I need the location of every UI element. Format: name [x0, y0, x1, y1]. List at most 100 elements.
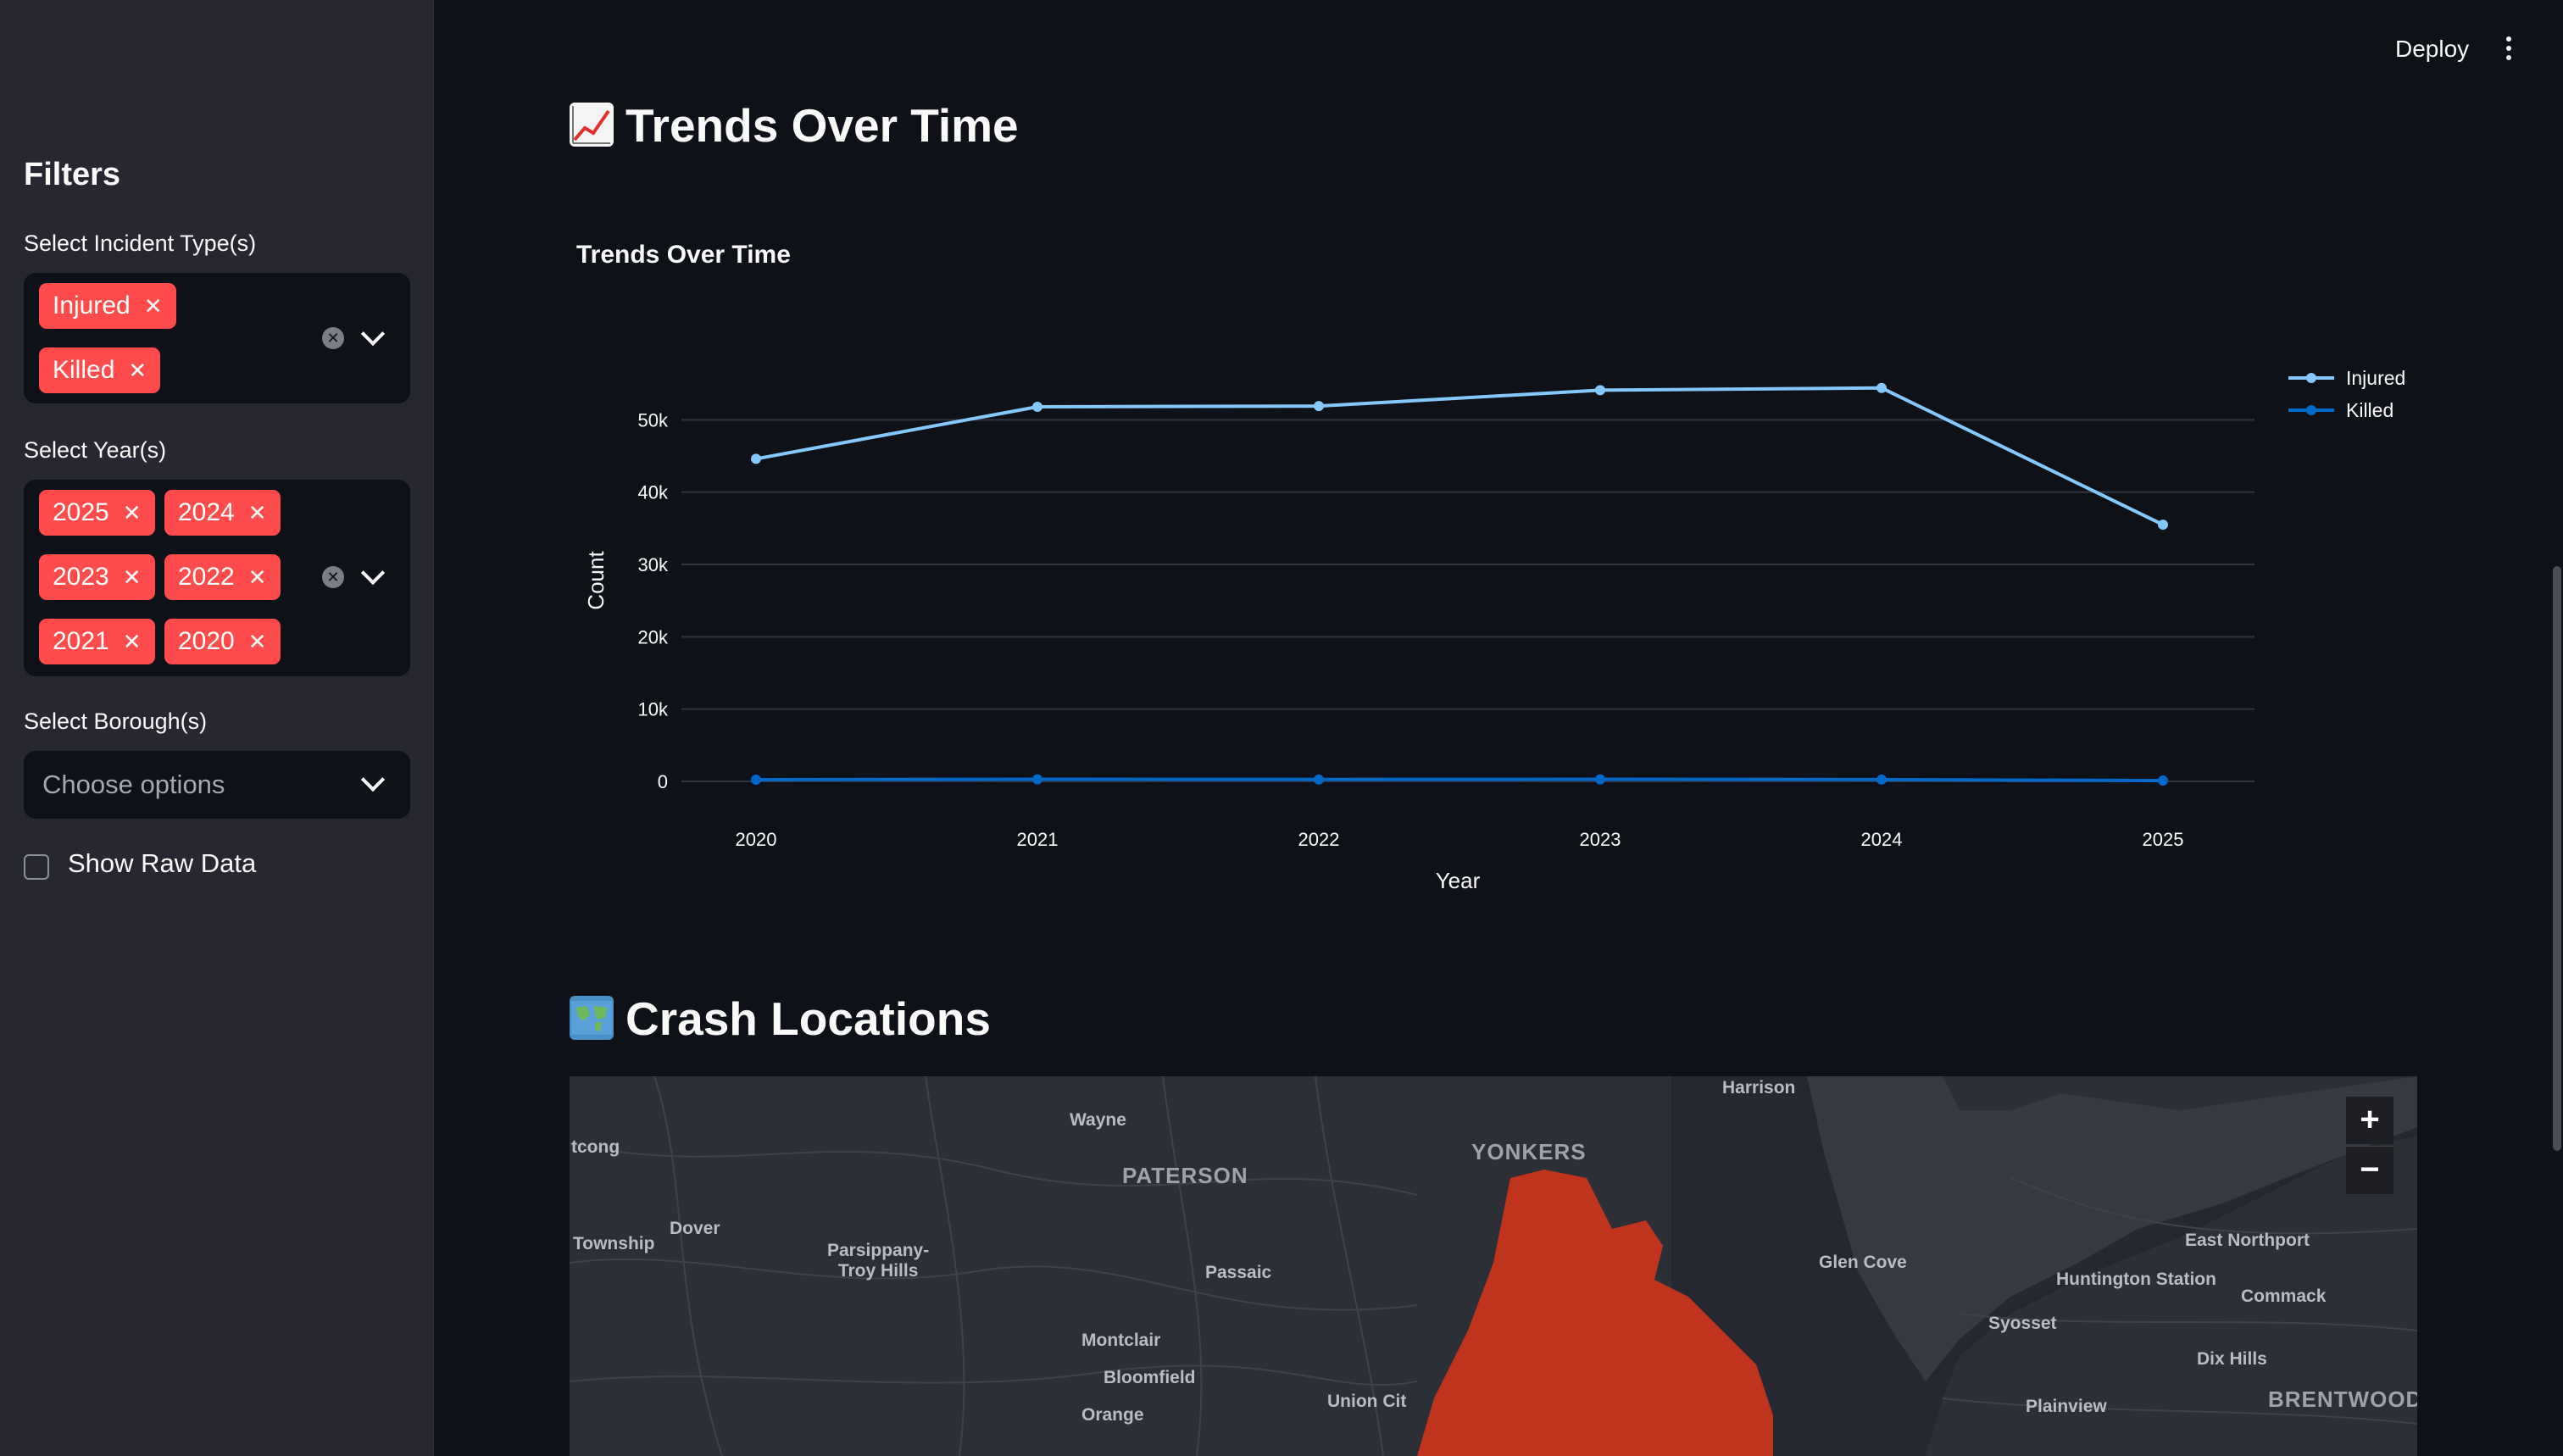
year-chip[interactable]: 2020 ✕ [164, 619, 281, 664]
y-tick-label: 0 [658, 771, 668, 792]
page-scrollbar[interactable] [2553, 566, 2561, 1151]
incident-type-multiselect[interactable]: Injured ✕ Killed ✕ ✕ [24, 273, 410, 403]
x-tick-label: 2022 [1298, 829, 1340, 850]
sidebar-title: Filters [24, 157, 121, 192]
series-line-injured [755, 386, 2164, 526]
data-point-injured [2158, 520, 2168, 531]
incident-chip[interactable]: Killed ✕ [39, 347, 161, 393]
year-chip[interactable]: 2025 ✕ [39, 490, 155, 536]
map-label: tcong [571, 1137, 620, 1157]
year-chip-label: 2024 [178, 498, 235, 526]
map-label: Passaic [1205, 1263, 1272, 1282]
crash-heading: Crash Locations [570, 992, 991, 1046]
remove-icon[interactable]: ✕ [143, 293, 163, 319]
map-label: Harrison [1722, 1078, 1796, 1098]
y-tick-label: 20k [638, 626, 669, 647]
year-multiselect[interactable]: 2025 ✕ 2024 ✕ 2023 ✕ 2022 ✕ 2021 ✕ 2020 ✕ ✕ [24, 480, 410, 676]
x-tick-label: 2021 [1017, 829, 1059, 850]
chevron-down-icon[interactable] [360, 321, 386, 347]
remove-icon[interactable]: ✕ [122, 629, 142, 654]
map-label: Dix Hills [2197, 1349, 2267, 1369]
legend-label: Killed [2346, 399, 2393, 421]
map-label: Dover [670, 1219, 720, 1238]
year-chip-label: 2022 [178, 563, 235, 591]
year-chip[interactable]: 2023 ✕ [39, 554, 155, 600]
year-chip[interactable]: 2024 ✕ [164, 490, 281, 536]
map-label: BRENTWOOD [2268, 1387, 2417, 1412]
zoom-out-button[interactable]: − [2346, 1146, 2393, 1194]
legend-marker [2306, 405, 2316, 415]
year-chip[interactable]: 2022 ✕ [164, 554, 281, 600]
year-chip-label: 2025 [53, 498, 109, 526]
year-chip-label: 2020 [178, 627, 235, 655]
data-point-killed [1876, 774, 1887, 785]
show-raw-data-checkbox[interactable] [24, 854, 49, 880]
map-label: PATERSON [1122, 1163, 1248, 1188]
map-label: Glen Cove [1819, 1253, 1907, 1272]
data-point-injured [1032, 401, 1042, 412]
show-raw-data-label[interactable]: Show Raw Data [68, 848, 257, 878]
deploy-button[interactable]: Deploy [2395, 36, 2470, 62]
data-point-killed [1314, 774, 1324, 785]
incident-chip-label: Injured [53, 292, 131, 320]
x-axis-label: Year [1436, 868, 1481, 893]
legend-label: Injured [2346, 367, 2405, 389]
incident-chip-label: Killed [53, 356, 115, 384]
year-chip-label: 2023 [53, 563, 109, 591]
map-label: Bloomfield [1104, 1368, 1196, 1387]
x-tick-label: 2020 [736, 829, 777, 850]
trends-heading-text: Trends Over Time [625, 99, 1019, 152]
map-label: Montclair [1081, 1331, 1161, 1350]
clear-all-icon[interactable]: ✕ [322, 327, 344, 349]
year-chip[interactable]: 2021 ✕ [39, 619, 155, 664]
map-label: East Northport [2185, 1231, 2310, 1250]
year-filter-label: Select Year(s) [24, 437, 167, 463]
trends-heading: Trends Over Time [570, 98, 1019, 153]
zoom-in-button[interactable]: + [2346, 1097, 2393, 1144]
chevron-down-icon[interactable] [360, 767, 386, 792]
map-label: Parsippany- Troy Hills [827, 1241, 930, 1281]
clear-all-icon[interactable]: ✕ [322, 566, 344, 588]
borough-filter-label: Select Borough(s) [24, 709, 208, 734]
legend-marker [2306, 373, 2316, 383]
y-tick-label: 30k [638, 554, 669, 575]
map-label: Commack [2241, 1287, 2327, 1306]
incident-filter-label: Select Incident Type(s) [24, 231, 257, 256]
sidebar: Filters Select Incident Type(s) Injured ✕… [0, 0, 434, 1456]
y-tick-label: 40k [638, 482, 669, 503]
chevron-down-icon[interactable] [360, 560, 386, 586]
incident-chip[interactable]: Injured ✕ [39, 283, 176, 329]
data-point-injured [1314, 401, 1324, 412]
map-label: YONKERS [1471, 1139, 1587, 1164]
x-tick-label: 2025 [2143, 829, 2184, 850]
map-label: Syosset [1988, 1314, 2057, 1333]
world-map-icon [570, 996, 614, 1040]
x-tick-label: 2023 [1580, 829, 1621, 850]
borough-placeholder: Choose options [42, 770, 225, 799]
remove-icon[interactable]: ✕ [128, 358, 147, 383]
map-label: Plainview [2026, 1397, 2107, 1416]
crash-heading-text: Crash Locations [625, 992, 991, 1045]
data-point-killed [1595, 774, 1605, 785]
remove-icon[interactable]: ✕ [247, 500, 267, 525]
remove-icon[interactable]: ✕ [122, 564, 142, 590]
y-tick-label: 10k [638, 699, 669, 720]
data-point-killed [1032, 774, 1042, 785]
borough-multiselect[interactable]: Choose options [24, 751, 410, 819]
map-label: Township [573, 1234, 655, 1253]
map-base [570, 1076, 2417, 1456]
crash-map[interactable]: Harrison Wayne PATERSON YONKERS tcong To… [570, 1076, 2417, 1456]
remove-icon[interactable]: ✕ [247, 629, 267, 654]
chart-increasing-icon [570, 103, 614, 147]
trends-line-chart: 0 10k 20k 30k 40k 50k 2020 2021 2022 2023 2024 202… [583, 367, 2405, 893]
crash-density-area [1417, 1170, 1773, 1456]
series-line-killed [755, 777, 2164, 783]
map-label: Union Cit [1327, 1392, 1407, 1411]
map-label: Orange [1081, 1405, 1144, 1425]
remove-icon[interactable]: ✕ [247, 564, 267, 590]
data-point-killed [2158, 775, 2168, 786]
kebab-menu-icon[interactable] [2500, 34, 2517, 68]
remove-icon[interactable]: ✕ [122, 500, 142, 525]
y-axis-label: Count [583, 551, 609, 610]
data-point-injured [1595, 385, 1605, 396]
